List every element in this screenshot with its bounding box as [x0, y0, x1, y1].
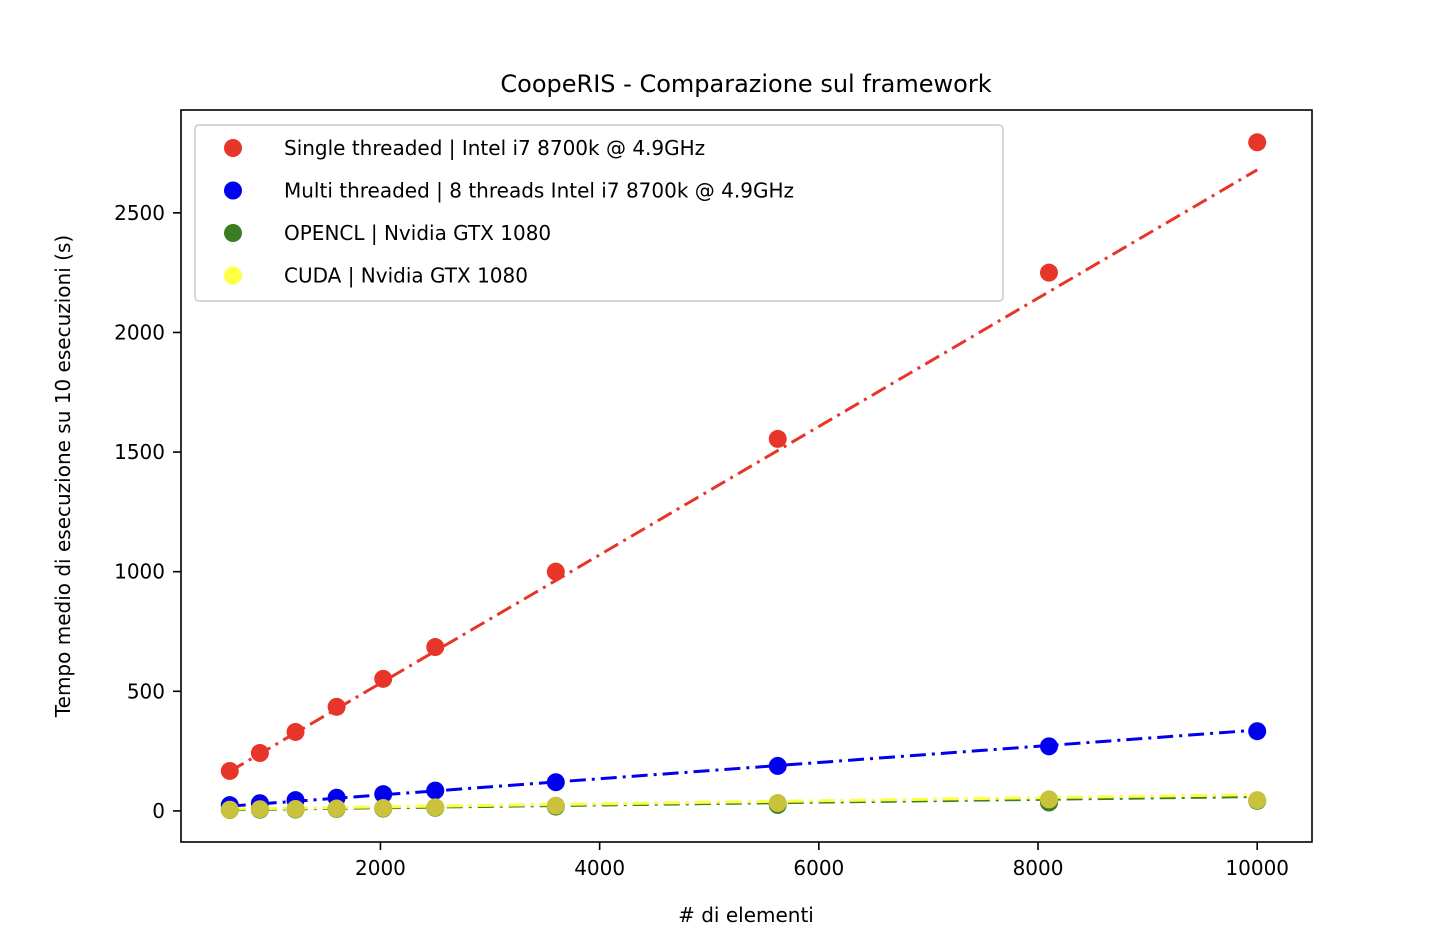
x-tick-label: 8000: [1013, 856, 1064, 880]
legend-box: [194, 124, 1004, 302]
plot-area: [220, 133, 1267, 819]
series-0-trend-line: [229, 168, 1258, 773]
legend-marker: [224, 181, 242, 200]
series-0-point: [220, 761, 239, 780]
legend-marker: [224, 266, 242, 285]
series-0-point: [768, 429, 787, 448]
series-3-point: [1039, 790, 1058, 809]
x-tick-label: 2000: [355, 856, 406, 880]
series-0-point: [1039, 263, 1058, 282]
legend-entry: CUDA | Nvidia GTX 1080: [284, 264, 528, 288]
x-axis: 2000 4000 6000 8000 10000: [355, 842, 1289, 880]
y-axis: 0 500 1000 1500 2000 2500: [114, 201, 181, 823]
legend-entry: Multi threaded | 8 threads Intel i7 8700…: [284, 179, 794, 203]
series-0-point: [426, 638, 445, 657]
series-3-point: [250, 800, 269, 819]
legend-entry: Single threaded | Intel i7 8700k @ 4.9GH…: [284, 136, 705, 160]
y-tick-label: 1000: [114, 560, 165, 584]
x-axis-label: # di elementi: [678, 903, 814, 927]
series-0-point: [286, 722, 305, 741]
series-0-point: [327, 697, 346, 716]
series-1-point: [768, 756, 787, 775]
series-3-point: [220, 800, 239, 819]
axes-frame: [180, 109, 1313, 843]
series-3-point: [286, 799, 305, 818]
x-tick-label: 6000: [793, 856, 844, 880]
y-tick-label: 2000: [114, 320, 165, 344]
legend-marker: [224, 139, 242, 157]
series-3-point: [768, 794, 787, 813]
series-1-point: [426, 781, 445, 800]
series-0-point: [374, 669, 393, 688]
series-1-point: [546, 773, 565, 792]
series-1-point: [1248, 722, 1267, 741]
y-tick-label: 0: [152, 799, 165, 823]
x-tick-label: 10000: [1225, 856, 1289, 880]
y-tick-label: 2500: [114, 201, 165, 225]
series-3-point: [546, 796, 565, 815]
series-0-point: [1248, 133, 1267, 152]
y-tick-label: 500: [127, 679, 165, 703]
series-3-point: [426, 798, 445, 817]
series-3-point: [374, 799, 393, 818]
y-tick-label: 1500: [114, 440, 165, 464]
chart-title: CoopeRIS - Comparazione sul framework: [500, 70, 991, 98]
series-1-point: [1039, 737, 1058, 756]
series-1-point: [374, 785, 393, 804]
x-tick-label: 4000: [574, 856, 625, 880]
legend-marker: [224, 224, 242, 242]
series-3-point: [1248, 791, 1267, 810]
legend: Single threaded | Intel i7 8700k @ 4.9GH…: [194, 124, 1004, 302]
legend-entry: OPENCL | Nvidia GTX 1080: [284, 221, 551, 245]
y-axis-label: Tempo medio di esecuzione su 10 esecuzio…: [51, 235, 75, 718]
series-3-point: [327, 799, 346, 818]
series-0-point: [250, 744, 269, 763]
series-0-point: [546, 562, 565, 581]
